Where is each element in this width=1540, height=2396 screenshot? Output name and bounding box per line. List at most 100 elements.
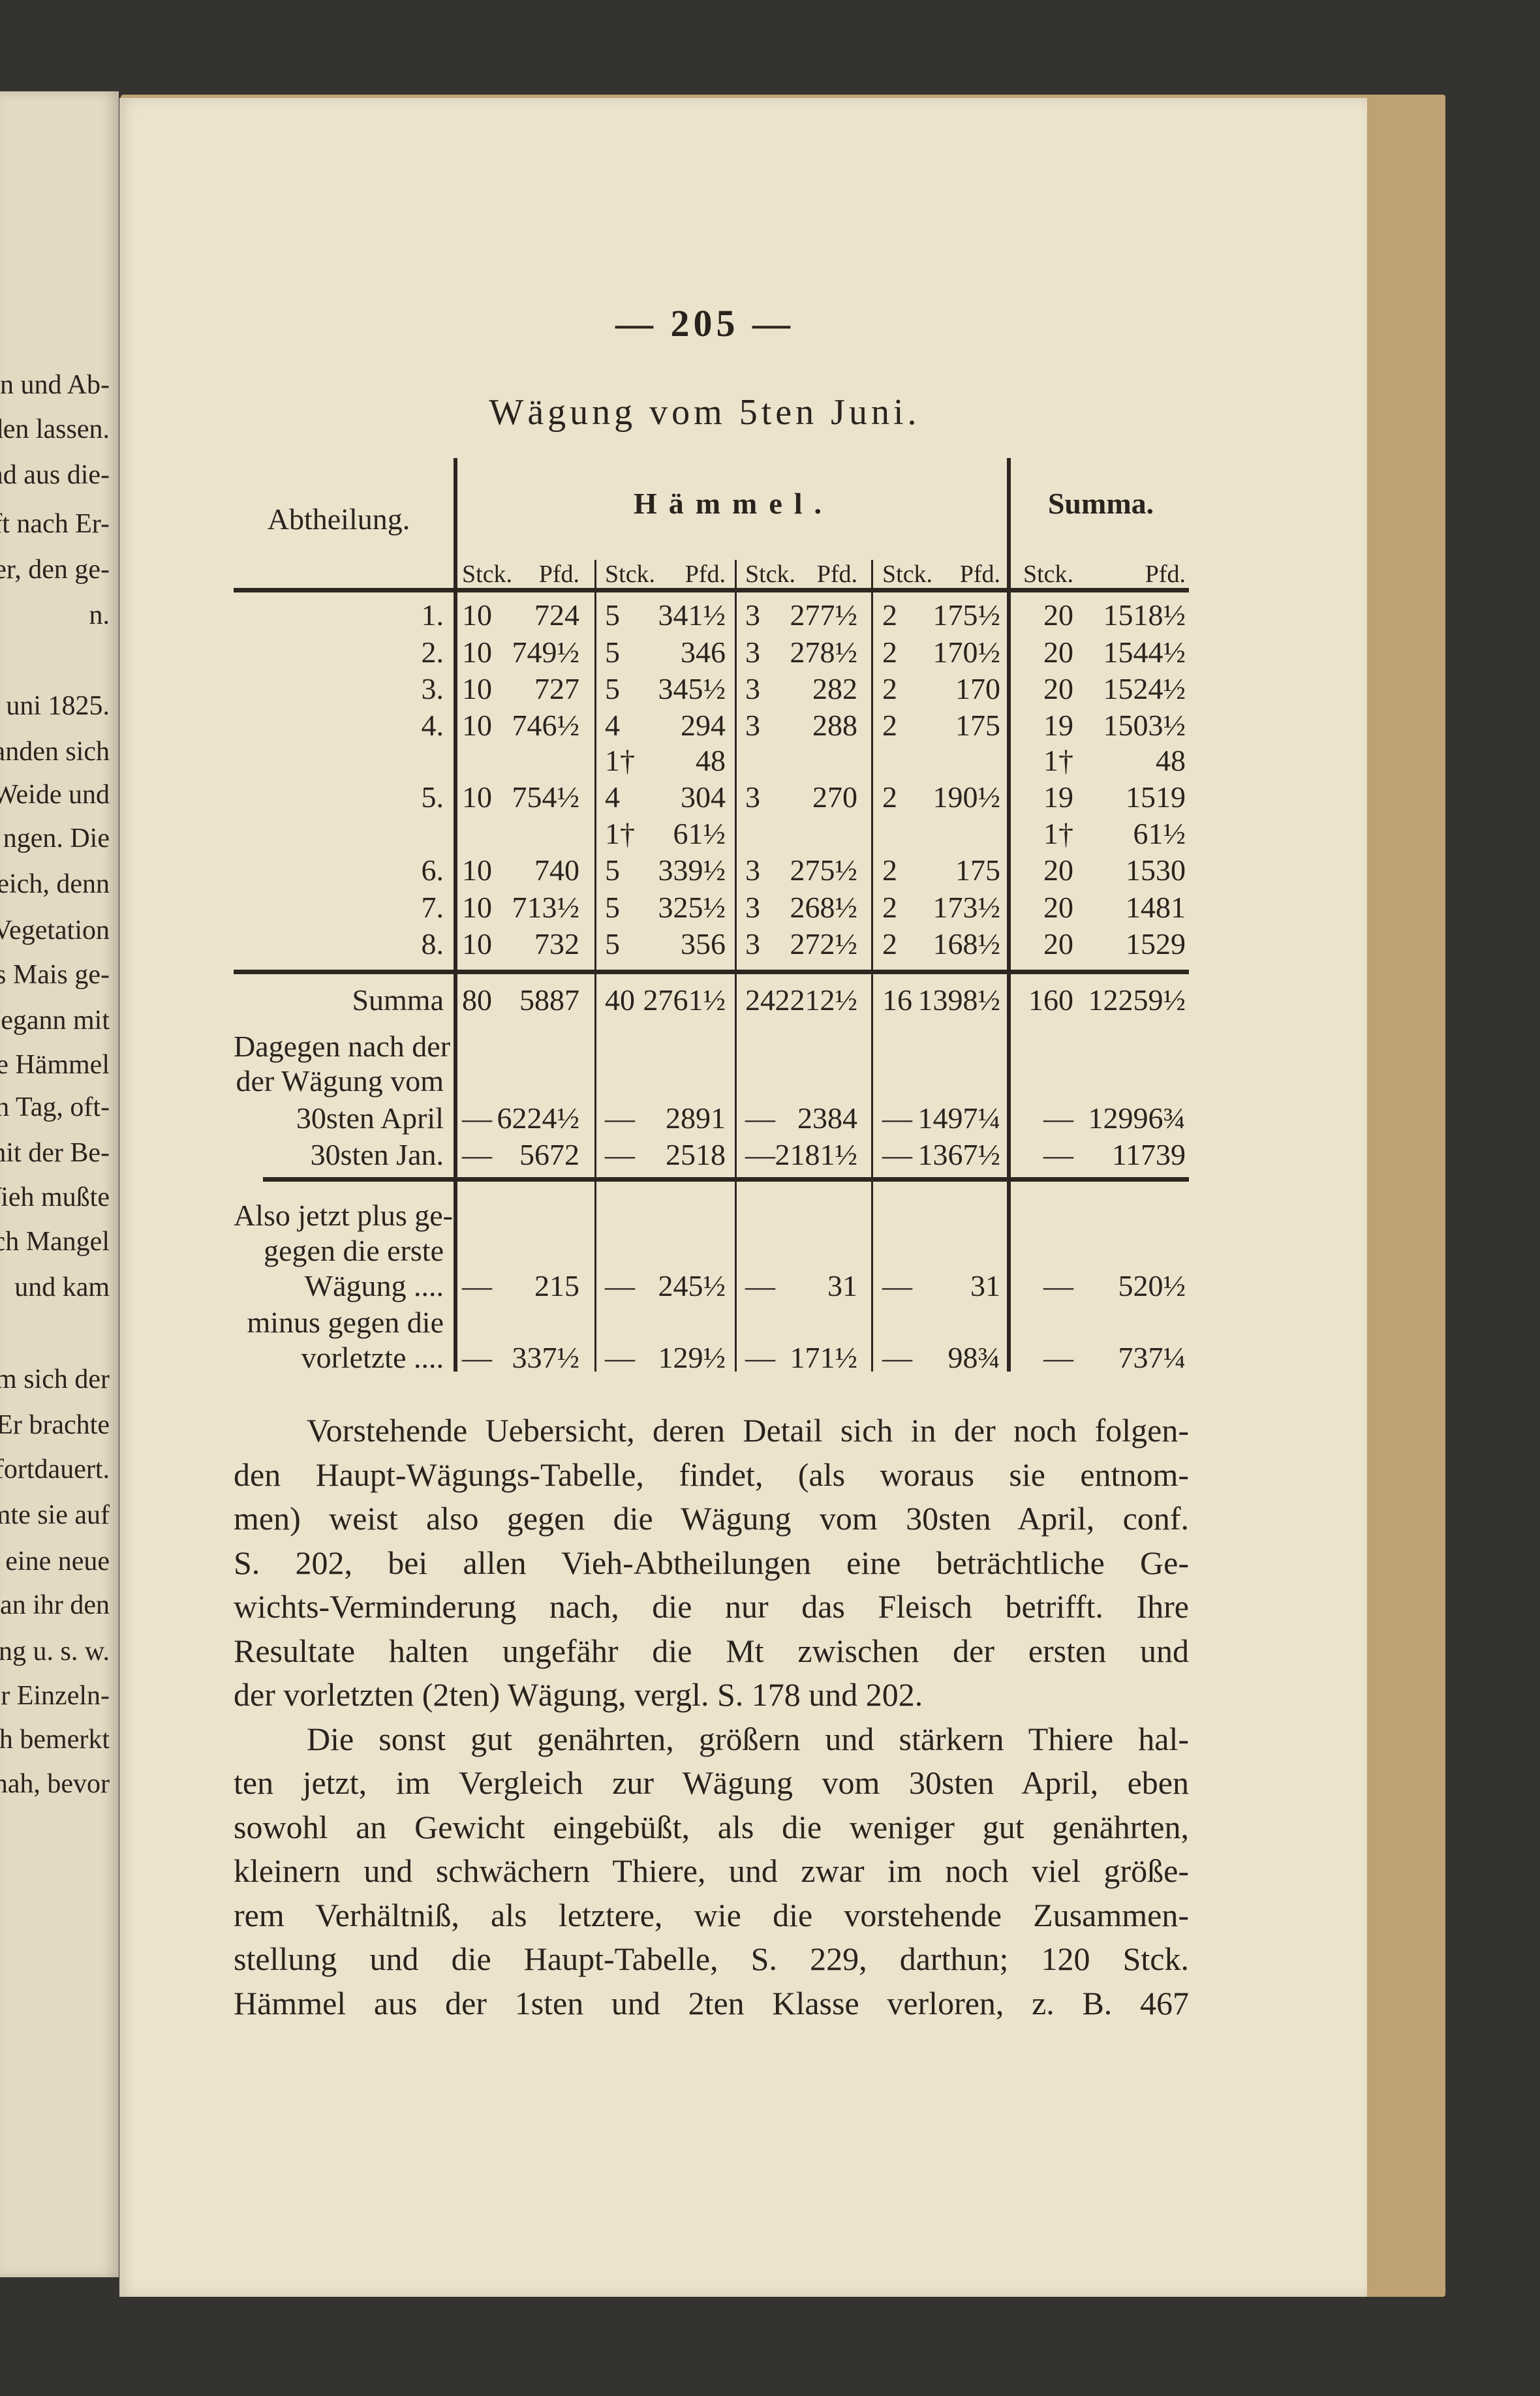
cell-stck: 4 xyxy=(605,780,620,814)
cell-stck: 24 xyxy=(745,983,775,1017)
row-label: 30sten April xyxy=(296,1101,444,1135)
cell-pfd: 337½ xyxy=(512,1341,580,1374)
subheader-pfd: Pfd. xyxy=(1145,561,1186,588)
cell-stck: 10 xyxy=(462,780,492,814)
cell-pfd: 1481 xyxy=(1126,891,1186,924)
cell-pfd: 732 xyxy=(534,927,579,960)
cell-pfd: 713½ xyxy=(512,891,580,924)
row-label: 7. xyxy=(421,891,444,924)
comparison-row: Dagegen nach der xyxy=(0,1028,1540,1065)
cell-stck: — xyxy=(882,1138,912,1171)
facing-page-line: eich bemerkt xyxy=(0,1725,110,1755)
row-label: Wägung .... xyxy=(304,1269,444,1302)
subheader-pfd: Pfd. xyxy=(816,561,857,588)
cell-pfd: 6224½ xyxy=(497,1101,580,1135)
cell-stck: 1† xyxy=(1043,744,1073,777)
table-rule xyxy=(234,970,1189,974)
facing-page-line: e Vegetation xyxy=(0,915,110,945)
subheader-stck: Stck. xyxy=(1023,561,1073,588)
cell-pfd: 245½ xyxy=(658,1269,726,1302)
cell-pfd: 1530 xyxy=(1126,853,1186,887)
cell-pfd: 740 xyxy=(534,853,579,887)
text-line: kleinern und schwächern Thiere, und zwar… xyxy=(234,1852,1189,1889)
cell-stck: 2 xyxy=(882,891,897,924)
cell-pfd: 746½ xyxy=(512,709,580,742)
text-line: S. 202, bei allen Vieh-Abtheilungen eine… xyxy=(234,1544,1189,1581)
table-rule xyxy=(234,588,1189,592)
cell-pfd: 5672 xyxy=(519,1138,579,1171)
cell-pfd: 304 xyxy=(681,780,726,814)
cell-pfd: 61½ xyxy=(673,817,726,850)
cell-pfd: 2384 xyxy=(797,1101,857,1135)
comparison-row: der Wägung vom xyxy=(0,1063,1540,1099)
cell-pfd: 749½ xyxy=(512,636,580,669)
facing-page-line: nft nach Er- xyxy=(0,509,110,539)
row-label: Summa xyxy=(352,983,444,1017)
cell-stck: 10 xyxy=(462,636,492,669)
cell-stck: 5 xyxy=(605,598,620,632)
table-row: 1† 48 1† 48 xyxy=(0,743,1540,779)
cell-pfd: 288 xyxy=(812,709,857,742)
cell-stck: 5 xyxy=(605,672,620,705)
text-line: men) weist also gegen die Wägung vom 30s… xyxy=(234,1500,1189,1537)
cell-stck: 20 xyxy=(1043,598,1073,632)
cell-pfd: 1519 xyxy=(1126,780,1186,814)
facing-page-line: befanden sich xyxy=(0,737,110,767)
facing-page-line: s Mais ge- xyxy=(0,960,110,990)
facing-page-line: ssen und Ab- xyxy=(0,370,110,400)
subheader-stck: Stck. xyxy=(462,561,513,588)
summa-row: Summa 80 5887 40 2761½ 24 2212½ 16 1398½ 160 12259… xyxy=(0,982,1540,1019)
cell-stck: 2 xyxy=(882,709,897,742)
cell-pfd: 12996¾ xyxy=(1088,1101,1186,1135)
cell-stck: 5 xyxy=(605,927,620,960)
cell-stck: 19 xyxy=(1043,780,1073,814)
page-number: — 205 — xyxy=(615,302,794,345)
cell-pfd: 168½ xyxy=(932,927,1001,960)
cell-stck: 3 xyxy=(745,709,760,742)
cell-stck: 4 xyxy=(605,709,620,742)
text-line: Hämmel aus der 1sten und 2ten Klasse ver… xyxy=(234,1984,1189,2021)
cell-pfd: 1518½ xyxy=(1103,598,1186,632)
row-label: Also jetzt plus ge- xyxy=(234,1199,453,1232)
cell-stck: 2 xyxy=(882,927,897,960)
cell-stck: 2 xyxy=(882,780,897,814)
cell-pfd: 1497¼ xyxy=(917,1101,1001,1135)
cell-pfd: 339½ xyxy=(658,853,726,887)
cell-stck: 2 xyxy=(882,853,897,887)
facing-page-fragment: ssen und Ab-inden lassen. und aus die-nft… xyxy=(0,91,119,2277)
cell-stck: 20 xyxy=(1043,636,1073,669)
facing-page-line: ng u. s. w. xyxy=(0,1636,110,1666)
table-row: 1† 61½ 1† 61½ xyxy=(0,816,1540,852)
cell-stck: — xyxy=(1043,1269,1073,1302)
cell-stck: 80 xyxy=(462,983,492,1017)
row-label: minus gegen die xyxy=(247,1306,444,1339)
difference-row: minus gegen die xyxy=(0,1304,1540,1341)
cell-stck: — xyxy=(882,1101,912,1135)
text-line: rem Verhältniß, als letztere, wie die vo… xyxy=(234,1896,1189,1933)
cell-stck: 5 xyxy=(605,636,620,669)
column-rule xyxy=(735,560,737,1372)
subheader-stck: Stck. xyxy=(882,561,933,588)
row-label: 30sten Jan. xyxy=(310,1138,444,1171)
cell-stck: 3 xyxy=(745,598,760,632)
cell-pfd: 5887 xyxy=(519,983,579,1017)
cell-pfd: 520½ xyxy=(1118,1269,1186,1302)
row-label: Dagegen nach der xyxy=(234,1030,451,1063)
facing-page-line: n Tag, oft- xyxy=(0,1092,110,1122)
cell-stck: — xyxy=(745,1341,775,1374)
facing-page-line: ber, den ge- xyxy=(0,555,110,585)
cell-pfd: 175½ xyxy=(932,598,1001,632)
text-line: Resultate halten ungefähr die Mt zwische… xyxy=(234,1632,1189,1669)
facing-page-line: und aus die- xyxy=(0,460,110,490)
cell-pfd: 31 xyxy=(827,1269,857,1302)
cell-pfd: 2891 xyxy=(666,1101,726,1135)
subheader-pfd: Pfd. xyxy=(685,561,726,588)
cell-pfd: 12259½ xyxy=(1088,983,1186,1017)
row-label xyxy=(234,743,444,779)
table-title: Wägung vom 5ten Juni. xyxy=(489,392,921,433)
cell-stck: 3 xyxy=(745,891,760,924)
cell-stck: 3 xyxy=(745,636,760,669)
cell-stck: 10 xyxy=(462,891,492,924)
cell-pfd: 129½ xyxy=(658,1341,726,1374)
cell-stck: 2 xyxy=(882,636,897,669)
